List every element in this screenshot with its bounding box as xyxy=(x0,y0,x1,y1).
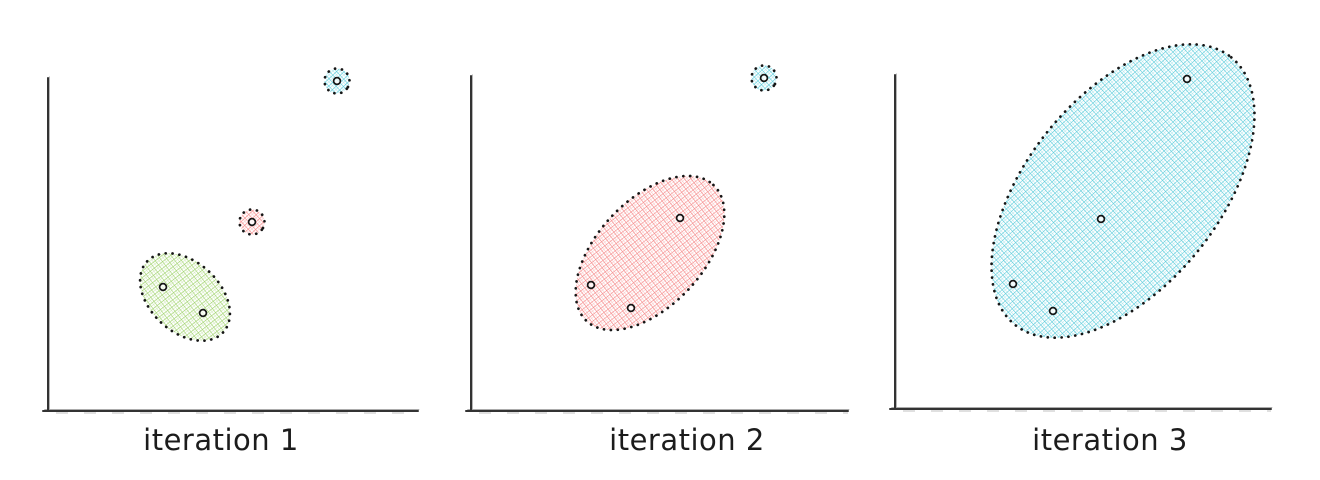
data-point xyxy=(1096,214,1106,224)
data-point xyxy=(332,76,342,86)
cluster-ellipse-green xyxy=(138,251,232,343)
data-point xyxy=(586,280,596,290)
cluster-ellipse-red xyxy=(574,174,726,332)
data-point xyxy=(759,73,769,83)
data-point xyxy=(247,217,257,227)
axes-sketch-stroke xyxy=(891,73,1273,408)
data-point xyxy=(158,282,168,292)
axes xyxy=(42,77,419,412)
data-point xyxy=(1182,74,1192,84)
axes-sketch-stroke xyxy=(467,74,850,410)
axes xyxy=(889,74,1272,410)
panel-label: iteration 2 xyxy=(609,423,765,457)
panel-iteration-2: iteration 2 xyxy=(465,64,850,457)
data-point xyxy=(675,213,685,223)
cluster-ellipse-cyan xyxy=(990,42,1256,340)
data-point xyxy=(626,303,636,313)
axes xyxy=(465,75,849,412)
panel-label: iteration 3 xyxy=(1032,423,1188,457)
panel-iteration-3: iteration 3 xyxy=(889,42,1273,457)
data-point xyxy=(1048,306,1058,316)
data-point xyxy=(1008,279,1018,289)
data-point xyxy=(198,308,208,318)
panel-iteration-1: iteration 1 xyxy=(42,67,420,457)
panel-label: iteration 1 xyxy=(143,423,299,457)
axes-sketch-stroke xyxy=(44,76,420,410)
